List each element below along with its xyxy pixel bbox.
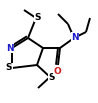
Text: S: S: [49, 74, 55, 83]
Text: N: N: [6, 43, 14, 53]
Text: O: O: [53, 67, 61, 75]
Text: N: N: [71, 33, 79, 42]
Text: S: S: [35, 12, 41, 22]
Text: S: S: [6, 64, 12, 73]
